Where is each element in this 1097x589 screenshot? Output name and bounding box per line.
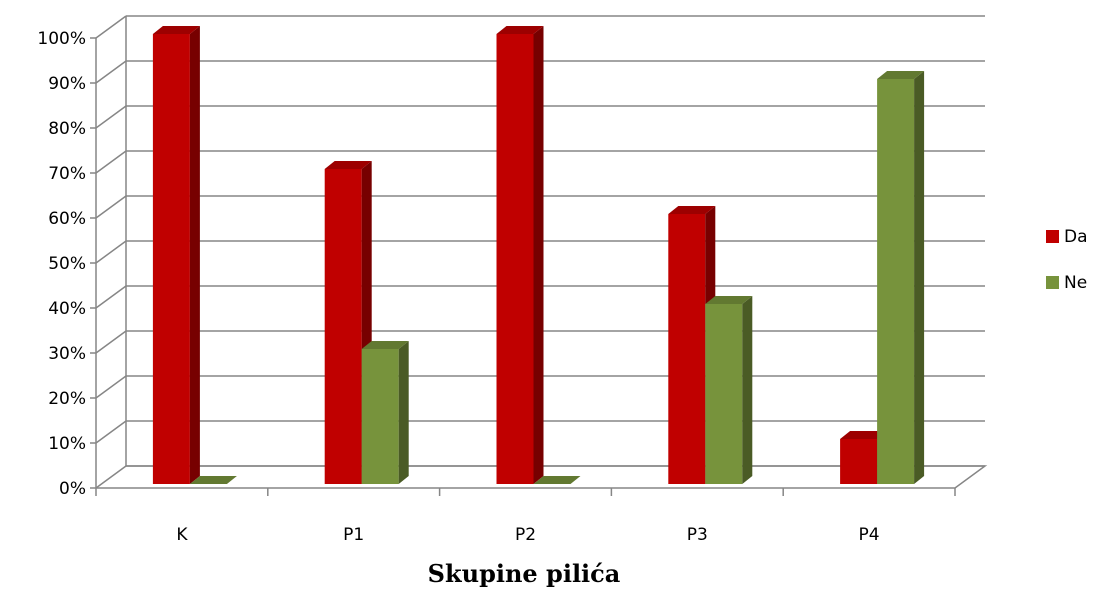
legend-label-da: Da	[1064, 227, 1088, 247]
bar-side	[914, 71, 925, 484]
gridline-side	[95, 330, 127, 354]
bar-top	[152, 26, 200, 34]
y-tick-label: 0%	[59, 479, 86, 499]
y-tick-label: 30%	[48, 344, 86, 364]
bar-top	[840, 431, 888, 439]
bar-top	[533, 476, 581, 484]
bar-front	[361, 349, 399, 484]
legend-swatch-ne	[1046, 276, 1059, 289]
bar-ne-k	[189, 476, 237, 484]
gridline-side	[95, 150, 127, 174]
x-category-labels: K P1 P2 P3 P4	[176, 525, 879, 545]
x-category-label: P2	[515, 525, 536, 545]
gridlines	[95, 15, 985, 489]
y-tick-label: 50%	[48, 254, 86, 274]
floor-back-edge	[96, 465, 988, 489]
bar-front	[324, 169, 362, 484]
bar-side	[189, 26, 200, 484]
bar-ne-p3	[705, 296, 753, 484]
bars	[152, 26, 925, 484]
gridline-side	[95, 195, 127, 219]
bar-top	[361, 341, 409, 349]
bar-side	[533, 26, 544, 484]
bar-top	[496, 26, 544, 34]
bar-top	[705, 296, 753, 304]
x-category-label: P4	[859, 525, 880, 545]
y-tick-label: 70%	[48, 164, 86, 184]
bar-top	[189, 476, 237, 484]
bar-front	[840, 439, 878, 484]
legend-swatch-da	[1046, 230, 1059, 243]
bar-top	[324, 161, 372, 169]
bar-front	[668, 214, 706, 484]
x-category-label: K	[176, 525, 188, 545]
legend: Da Ne	[1046, 227, 1088, 293]
bar-ne-p4	[877, 71, 925, 484]
y-tick-label: 20%	[48, 389, 86, 409]
bar-front	[877, 79, 915, 484]
bar-top	[668, 206, 716, 214]
y-tick-label: 10%	[48, 434, 86, 454]
gridline-side	[95, 15, 127, 39]
bar-top	[877, 71, 925, 79]
gridline-side	[95, 285, 127, 309]
x-axis-title: Skupine pilića	[428, 559, 621, 588]
bar-ne-p2	[533, 476, 581, 484]
x-category-label: P3	[687, 525, 708, 545]
gridline-side	[95, 60, 127, 84]
gridline-side	[95, 375, 127, 399]
x-category-label: P1	[343, 525, 364, 545]
bar-ne-p1	[361, 341, 409, 484]
y-tick-label: 90%	[48, 74, 86, 94]
bar-front	[705, 304, 743, 484]
gridline-side	[95, 105, 127, 129]
gridline-side	[95, 465, 127, 489]
y-tick-label: 80%	[48, 119, 86, 139]
bar-front	[496, 34, 534, 484]
y-tick-label: 100%	[37, 29, 86, 49]
y-tick-labels: 0% 10% 20% 30% 40% 50% 60% 70% 80% 90% 100%	[37, 29, 86, 499]
gridline-side	[95, 420, 127, 444]
legend-label-ne: Ne	[1064, 273, 1087, 293]
bar-side	[742, 296, 753, 484]
bar-front	[152, 34, 190, 484]
bar-side	[398, 341, 409, 484]
axes	[90, 37, 988, 496]
bar-da-k	[152, 26, 200, 484]
y-tick-label: 40%	[48, 299, 86, 319]
bar-da-p2	[496, 26, 544, 484]
y-tick-label: 60%	[48, 209, 86, 229]
gridline-side	[95, 240, 127, 264]
